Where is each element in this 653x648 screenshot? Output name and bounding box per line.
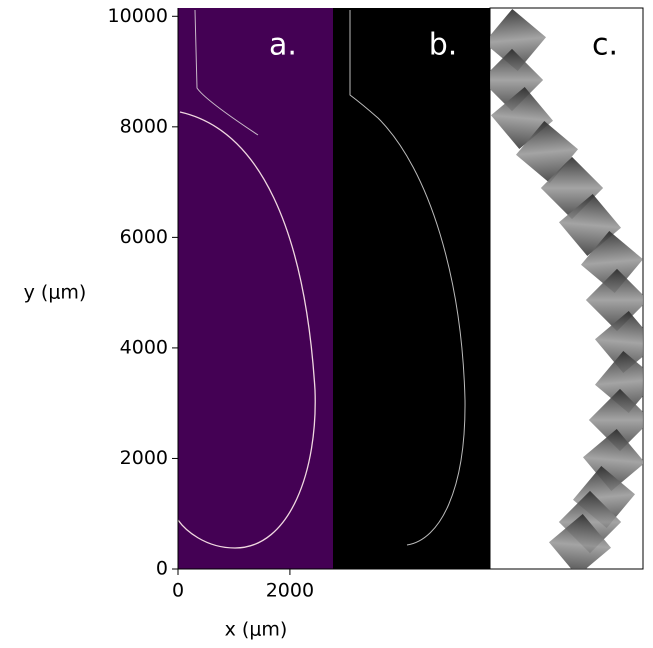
y-tick-label: 2000	[120, 447, 168, 469]
y-tick-label: 10000	[108, 5, 168, 27]
tile	[581, 231, 643, 293]
y-tick-label: 6000	[120, 226, 168, 248]
x-tick-label: 0	[172, 580, 184, 602]
panel-label: c.	[592, 28, 618, 63]
panel-b	[333, 8, 490, 569]
traces	[177, 9, 466, 549]
tile	[595, 311, 643, 373]
tile	[588, 388, 643, 452]
tile-mosaic	[490, 9, 643, 569]
tile	[585, 268, 643, 332]
y-tick-label: 8000	[120, 115, 168, 137]
tile	[595, 351, 643, 413]
y-tick-label: 0	[156, 558, 168, 580]
y-axis-label: y (μm)	[24, 282, 87, 304]
tile	[490, 9, 546, 71]
tile	[549, 514, 611, 569]
panel-label: b.	[429, 28, 458, 63]
panel-label: a.	[269, 28, 297, 63]
x-tick-label: 2000	[266, 580, 314, 602]
x-axis-label: x (μm)	[225, 619, 288, 641]
panel-a	[178, 8, 333, 569]
y-tick-label: 4000	[120, 336, 168, 358]
